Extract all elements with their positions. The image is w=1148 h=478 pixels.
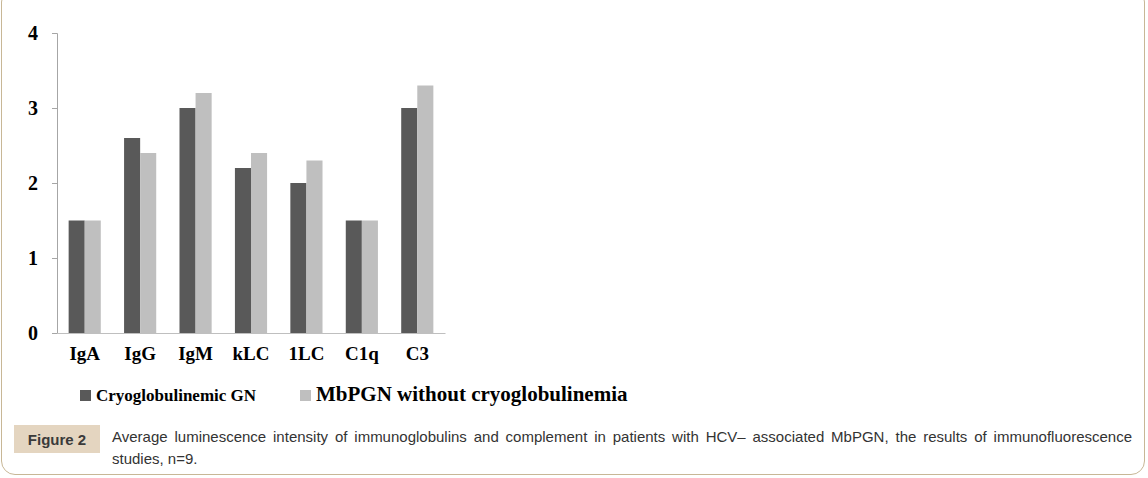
y-axis-line [52, 34, 58, 334]
x-tick: 1LC [288, 343, 324, 364]
x-tick: C1q [345, 343, 379, 364]
y-tick: 3 [28, 97, 57, 119]
x-tick-label: C3 [406, 343, 429, 364]
bar [69, 221, 85, 334]
y-tick: 2 [28, 172, 57, 194]
x-tick-label: kLC [233, 343, 270, 364]
caption: Average luminescence intensity of immuno… [112, 426, 1132, 470]
y-tick-mark [52, 33, 57, 34]
y-tick-mark [52, 183, 57, 184]
bar [306, 161, 322, 334]
y-tick-label: 2 [28, 172, 38, 194]
x-tick: IgM [178, 343, 213, 364]
y-tick-label: 0 [28, 322, 38, 344]
bar [346, 221, 362, 334]
y-tick-mark [52, 108, 57, 109]
x-tick: kLC [233, 343, 270, 364]
y-tick-mark [52, 333, 57, 334]
bar [251, 153, 267, 333]
x-tick: IgG [124, 343, 156, 364]
legend-swatch [80, 390, 91, 401]
bar [179, 108, 195, 333]
legend-label: MbPGN without cryoglobulinemia [316, 382, 628, 406]
x-tick-label: 1LC [288, 343, 324, 364]
x-tick-label: C1q [345, 343, 379, 364]
y-tick: 1 [28, 247, 57, 269]
x-tick-label: IgM [178, 343, 213, 364]
y-tick-label: 3 [28, 97, 38, 119]
legend: Cryoglobulinemic GN MbPGN without cryoglo… [80, 382, 628, 406]
y-tick-mark [52, 258, 57, 259]
y-tick-label: 1 [28, 247, 38, 269]
x-tick-label: IgA [69, 343, 100, 364]
bar [140, 153, 156, 333]
legend-item: Cryoglobulinemic GN [80, 386, 257, 405]
y-tick-label: 4 [28, 22, 38, 44]
bar [196, 93, 212, 333]
bar [401, 108, 417, 333]
figure-label: Figure 2 [14, 425, 100, 453]
x-axis: IgA IgG IgM kLC 1LC C1q C3 [58, 334, 446, 365]
y-tick: 0 [28, 322, 57, 344]
bar [85, 221, 101, 334]
x-tick-label: IgG [124, 343, 156, 364]
x-tick: IgA [69, 343, 100, 364]
bar [417, 86, 433, 334]
bar [362, 221, 378, 334]
bar [124, 138, 140, 333]
legend-swatch [300, 390, 311, 401]
x-tick: C3 [406, 343, 429, 364]
y-tick: 4 [28, 22, 57, 44]
legend-item: MbPGN without cryoglobulinemia [300, 382, 628, 406]
legend-label: Cryoglobulinemic GN [96, 386, 257, 405]
bar [290, 183, 306, 333]
y-axis: 0 1 2 3 4 [28, 22, 58, 344]
bar [235, 168, 251, 333]
bars [69, 86, 434, 334]
x-axis-line [58, 333, 446, 334]
